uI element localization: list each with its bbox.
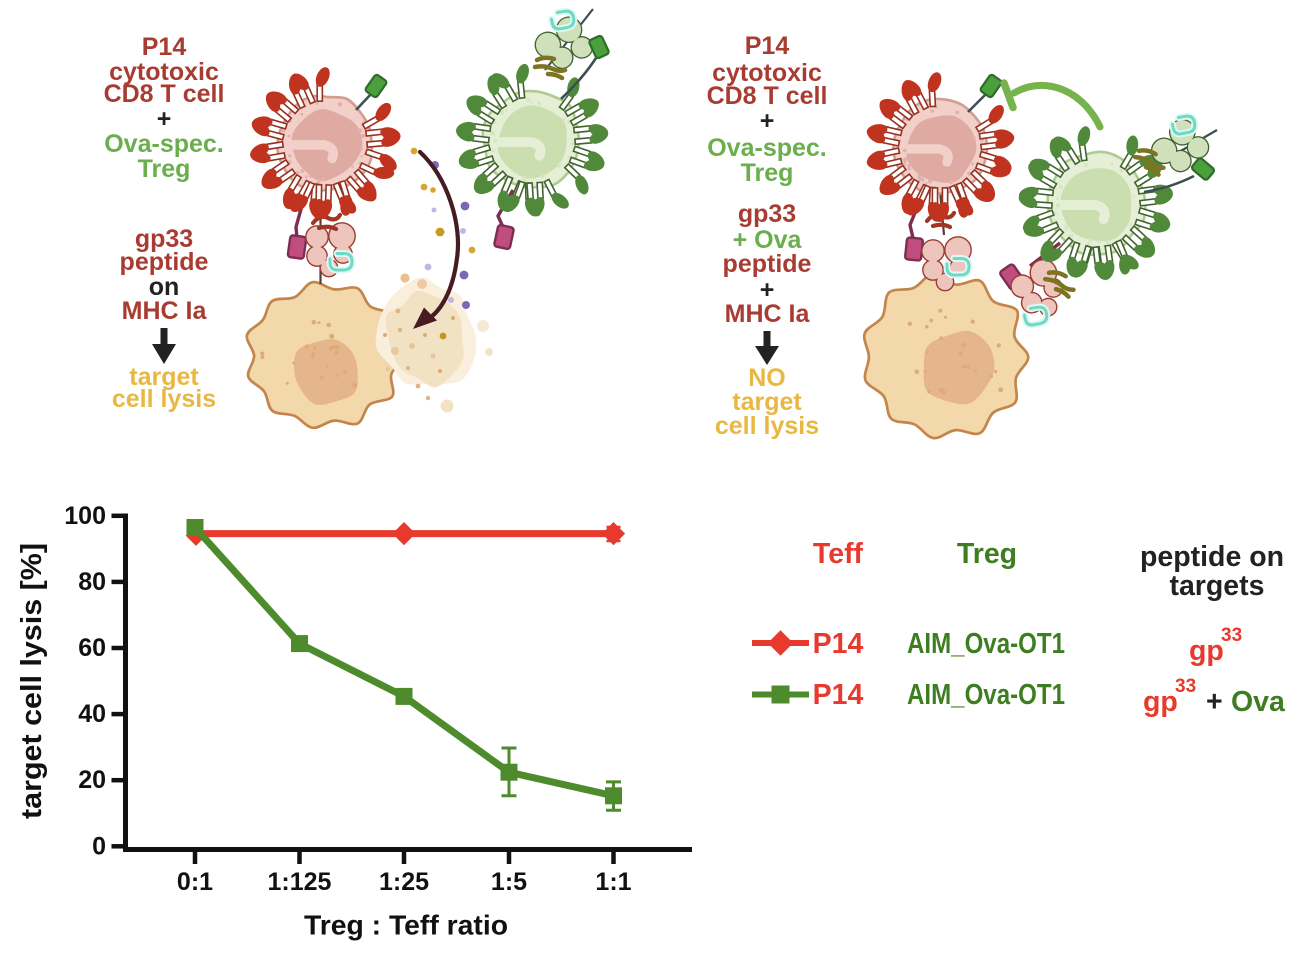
svg-text:MHC Ia: MHC Ia [122,297,208,325]
svg-text:on: on [149,273,180,301]
svg-text:Treg : Teff ratio: Treg : Teff ratio [304,910,508,941]
svg-text:+: + [157,105,172,133]
svg-text:gp: gp [1143,686,1178,718]
svg-text:peptide: peptide [723,250,812,278]
svg-text:NO: NO [748,364,786,392]
svg-text:+: + [1206,686,1223,718]
svg-text:Treg: Treg [138,155,191,183]
svg-text:80: 80 [78,568,106,596]
svg-text:peptide on: peptide on [1140,541,1284,573]
svg-text:33: 33 [1175,676,1196,697]
svg-text:gp33: gp33 [738,200,796,228]
svg-text:target: target [732,388,802,416]
svg-text:cytotoxic: cytotoxic [109,58,219,86]
svg-text:AIM_Ova-OT1: AIM_Ova-OT1 [907,628,1065,660]
svg-text:target: target [129,363,199,391]
svg-text:1:1: 1:1 [595,868,631,896]
svg-text:targets: targets [1169,570,1264,602]
svg-text:Teff: Teff [813,538,864,570]
svg-text:P14: P14 [813,679,864,711]
svg-text:0: 0 [92,832,106,860]
svg-text:P14: P14 [813,628,864,660]
svg-text:target cell lysis [%]: target cell lysis [%] [16,543,48,819]
svg-text:Ova-spec.: Ova-spec. [104,130,224,158]
svg-text:+ Ova: + Ova [733,226,803,254]
svg-text:Ova-spec.: Ova-spec. [707,134,827,162]
svg-text:20: 20 [78,766,106,794]
svg-text:cell lysis: cell lysis [715,412,819,440]
svg-text:Ova: Ova [1231,686,1286,718]
svg-text:CD8 T cell: CD8 T cell [104,80,225,108]
svg-text:MHC Ia: MHC Ia [725,300,811,328]
svg-text:1:25: 1:25 [379,868,429,896]
svg-text:cytotoxic: cytotoxic [712,59,822,87]
svg-text:CD8 T cell: CD8 T cell [707,82,828,110]
svg-text:gp33: gp33 [135,225,193,253]
svg-text:gp: gp [1189,635,1224,667]
svg-text:1:5: 1:5 [491,868,527,896]
svg-text:1:125: 1:125 [268,868,332,896]
svg-text:Treg: Treg [957,538,1017,570]
svg-text:60: 60 [78,634,106,662]
svg-text:Treg: Treg [741,159,794,187]
svg-text:+: + [760,107,775,135]
svg-text:0:1: 0:1 [177,868,213,896]
svg-text:100: 100 [64,502,106,530]
svg-text:33: 33 [1221,625,1242,646]
svg-text:P14: P14 [142,33,187,61]
svg-text:+: + [760,276,775,304]
svg-text:cell lysis: cell lysis [112,385,216,413]
svg-text:AIM_Ova-OT1: AIM_Ova-OT1 [907,679,1065,711]
svg-text:P14: P14 [745,32,790,60]
svg-text:40: 40 [78,700,106,728]
svg-text:peptide: peptide [120,248,209,276]
